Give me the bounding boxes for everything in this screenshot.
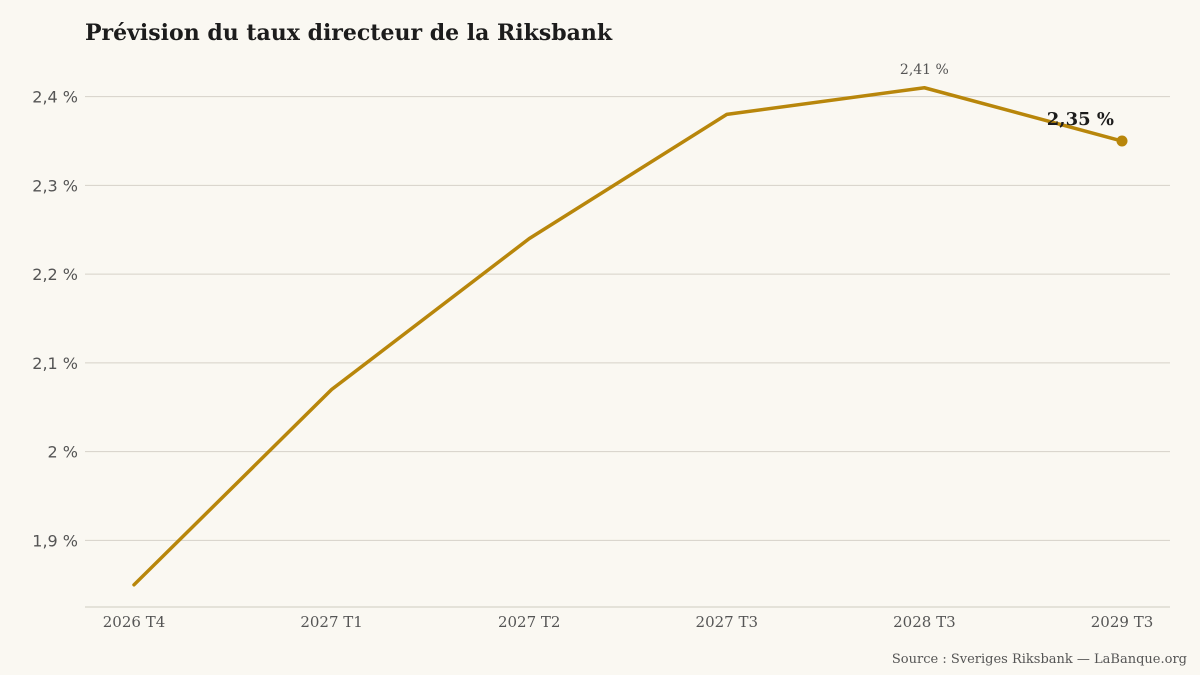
- y-tick-label: 2,2 %: [32, 265, 78, 284]
- peak-value-label: 2,41 %: [900, 62, 949, 78]
- series-line: [132, 86, 1124, 587]
- y-axis-ticks: 1,9 % 2 % 2,1 % 2,2 % 2,3 % 2,4 %: [32, 88, 78, 551]
- y-tick-label: 2,3 %: [32, 176, 78, 195]
- last-point: [1116, 135, 1128, 147]
- data-labels: 2,41 % 2,35 %: [900, 62, 1114, 130]
- y-tick-label: 1,9 %: [32, 531, 78, 550]
- x-tick-label: 2028 T3: [893, 613, 956, 631]
- x-tick-label: 2029 T3: [1091, 613, 1154, 631]
- x-axis-ticks: 2026 T4 2027 T1 2027 T2 2027 T3 2028 T3 2029 …: [103, 613, 1154, 631]
- series: [132, 86, 1128, 587]
- y-tick-label: 2 %: [48, 443, 78, 462]
- grid-lines: [85, 96, 1170, 608]
- x-tick-label: 2027 T3: [696, 613, 759, 631]
- x-tick-label: 2027 T2: [498, 613, 561, 631]
- chart-title: Prévision du taux directeur de la Riksba…: [85, 20, 613, 46]
- y-tick-label: 2,1 %: [32, 354, 78, 373]
- source-note: Source : Sveriges Riksbank — LaBanque.or…: [891, 652, 1187, 667]
- y-tick-label: 2,4 %: [32, 88, 78, 107]
- x-tick-label: 2027 T1: [300, 613, 363, 631]
- last-value-label: 2,35 %: [1047, 109, 1114, 130]
- x-tick-label: 2026 T4: [103, 613, 166, 631]
